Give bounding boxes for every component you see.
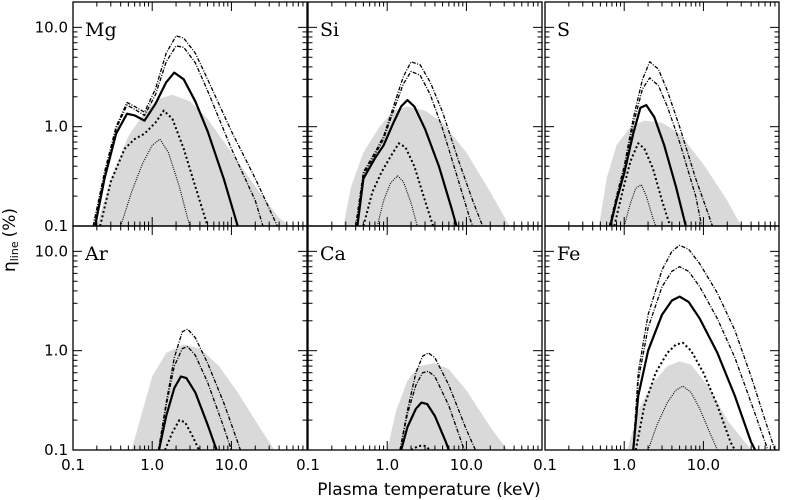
x-tick-label: 10.0 <box>450 456 483 474</box>
x-tick-label: 0.1 <box>61 456 85 474</box>
curve-mg-3 <box>94 71 239 226</box>
y-axis-label-subscript: line <box>8 241 21 261</box>
x-tick-label: 1.0 <box>375 456 399 474</box>
curve-fe-2 <box>632 266 769 450</box>
curve-ca-4 <box>410 444 431 450</box>
x-tick-label: 0.1 <box>533 456 557 474</box>
x-tick-label: 10.0 <box>687 456 720 474</box>
band-mg <box>96 94 291 226</box>
curve-s-5 <box>623 184 657 226</box>
panel-label-si: Si <box>320 19 339 41</box>
curve-si-1 <box>355 61 484 226</box>
y-tick-label: 1.0 <box>44 118 68 136</box>
band-ar <box>131 344 275 450</box>
curve-ar-3 <box>157 375 218 450</box>
y-tick-label: 10.0 <box>35 242 68 260</box>
panel-label-s: S <box>557 19 570 41</box>
curve-ar-2 <box>157 345 233 450</box>
curve-fe-1 <box>632 244 776 450</box>
panel-label-fe: Fe <box>557 243 580 265</box>
curve-si-3 <box>356 99 458 226</box>
curve-s-4 <box>613 142 672 226</box>
x-tick-label: 10.0 <box>215 456 248 474</box>
labels-layer: Mg 0.1 1.0 10.0 Si S Ar 0.1 1.0 10.0 0.1 1.0 10.0 Ca 0… <box>35 18 721 474</box>
y-tick-label: 0.1 <box>44 217 68 235</box>
curve-mg-4 <box>99 109 209 226</box>
y-axis-label-symbol: η <box>0 261 20 272</box>
y-tick-label: 0.1 <box>44 441 68 459</box>
curve-ca-3 <box>400 401 450 450</box>
curve-si-2 <box>355 70 474 226</box>
curve-mg-2 <box>92 45 264 226</box>
y-tick-label: 1.0 <box>44 342 68 360</box>
curve-ar-1 <box>157 328 242 450</box>
bands-layer <box>96 94 752 450</box>
curve-fe-3 <box>632 295 757 450</box>
y-tick-label: 10.0 <box>35 18 68 36</box>
band-s <box>599 120 742 226</box>
y-axis-label: ηline (%) <box>0 208 21 272</box>
frames-layer <box>72 1 780 451</box>
curve-si-4 <box>362 142 435 226</box>
x-tick-label: 0.1 <box>296 456 320 474</box>
band-ca <box>387 363 508 450</box>
x-tick-label: 1.0 <box>612 456 636 474</box>
band-fe <box>627 361 752 450</box>
curve-ca-2 <box>399 370 466 450</box>
curve-mg-1 <box>92 35 278 226</box>
curve-ca-1 <box>399 352 476 450</box>
panel-label-mg: Mg <box>85 19 117 41</box>
y-axis-label-unit: (%) <box>0 208 20 237</box>
curves-layer <box>92 35 776 450</box>
curve-s-3 <box>609 104 687 226</box>
panel-label-ar: Ar <box>84 243 109 265</box>
curve-mg-5 <box>120 138 191 226</box>
curve-ar-4 <box>164 419 200 450</box>
curve-si-5 <box>376 175 418 226</box>
curve-fe-4 <box>634 341 736 450</box>
panel-label-ca: Ca <box>320 243 346 265</box>
x-axis-label: Plasma temperature (keV) <box>317 480 540 500</box>
x-tick-label: 1.0 <box>140 456 164 474</box>
